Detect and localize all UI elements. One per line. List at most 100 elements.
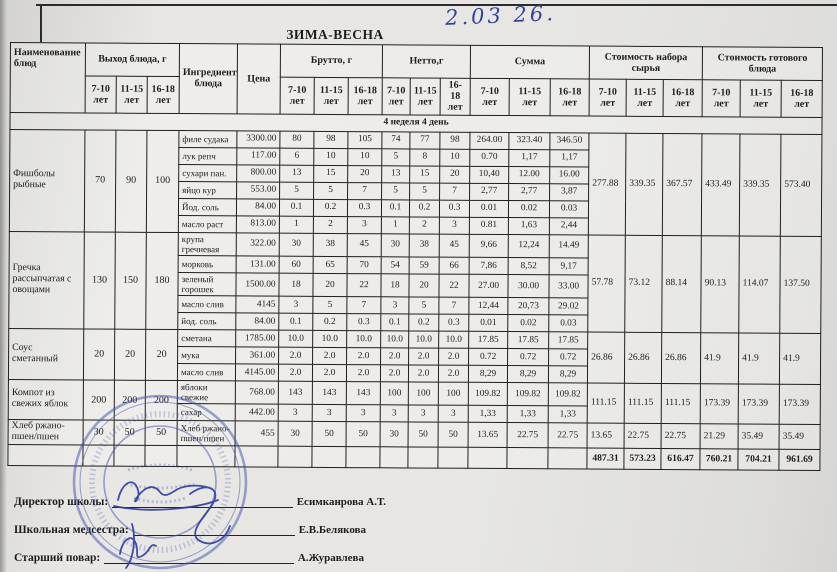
brutto-cell: 2.0 bbox=[278, 347, 313, 365]
ingredient-name-cell: лук репч bbox=[178, 147, 237, 165]
col-header-age-group: 16-18 лет bbox=[663, 79, 703, 117]
brutto-cell: 2.0 bbox=[346, 347, 381, 365]
netto-cell: 2.0 bbox=[380, 347, 409, 365]
yield-cell: 100 bbox=[146, 129, 179, 233]
empty-cell bbox=[407, 446, 439, 469]
yield-cell: 200 bbox=[83, 379, 115, 421]
sum-cell: 109.82 bbox=[548, 382, 588, 407]
netto-cell: 30 bbox=[381, 233, 410, 257]
brutto-cell: 5 bbox=[279, 181, 314, 199]
empty-cell bbox=[547, 447, 588, 470]
ready-cost-cell: 137.50 bbox=[779, 235, 822, 334]
sum-cell: 29.02 bbox=[548, 297, 589, 315]
raw-cost-cell: 26.86 bbox=[624, 332, 662, 384]
col-header-raw-cost: Стоимость набора сырья bbox=[589, 46, 703, 80]
netto-cell: 13 bbox=[381, 165, 410, 183]
brutto-cell: 3 bbox=[346, 404, 381, 422]
ready-cost-cell: 41.9 bbox=[779, 333, 821, 385]
netto-cell: 0.2 bbox=[409, 199, 440, 217]
netto-cell: 0.2 bbox=[408, 313, 439, 331]
brutto-cell: 10.0 bbox=[346, 330, 381, 348]
brutto-cell: 70 bbox=[347, 256, 382, 274]
netto-cell: 7 bbox=[439, 182, 470, 200]
corner-vertical-line bbox=[40, 4, 42, 42]
sum-cell: 27.00 bbox=[469, 274, 509, 298]
netto-cell: 5 bbox=[381, 182, 410, 200]
yield-cell: 20 bbox=[83, 328, 115, 381]
ready-cost-cell: 21.29 bbox=[700, 423, 739, 449]
sum-cell: 8,29 bbox=[468, 365, 508, 383]
dish-name-cell: Фишболы рыбные bbox=[9, 129, 85, 232]
sum-cell: 0.81 bbox=[469, 216, 509, 235]
ready-cost-cell: 173.39 bbox=[738, 383, 780, 425]
col-header-age-group: 11-15 лет bbox=[314, 77, 349, 115]
netto-cell: 0.1 bbox=[380, 313, 409, 331]
brutto-cell: 1 bbox=[279, 215, 314, 233]
sum-cell: 346.50 bbox=[549, 132, 590, 150]
raw-cost-cell: 13.65 bbox=[587, 423, 625, 449]
yield-cell: 90 bbox=[115, 129, 147, 232]
empty-cell bbox=[311, 446, 347, 468]
handwritten-date: 2.03 26. bbox=[444, 1, 557, 30]
netto-cell: 10 bbox=[439, 148, 470, 166]
photo-edge-shadow bbox=[0, 0, 7, 572]
netto-cell: 2.0 bbox=[438, 347, 469, 366]
netto-cell: 2 bbox=[409, 216, 440, 234]
sum-cell: 323.40 bbox=[508, 132, 551, 150]
sum-cell: 2,44 bbox=[549, 217, 589, 235]
col-header-age-group: 11-15 лет bbox=[740, 79, 782, 117]
netto-cell: 3 bbox=[380, 296, 409, 314]
brutto-cell: 143 bbox=[278, 381, 313, 405]
brutto-cell: 6 bbox=[279, 147, 314, 165]
ingredient-name-cell: морковь bbox=[178, 255, 237, 273]
brutto-cell: 0.1 bbox=[278, 313, 313, 331]
ready-cost-cell: 41.9 bbox=[738, 332, 780, 385]
sum-cell: 0.72 bbox=[468, 348, 508, 366]
netto-cell: 2.0 bbox=[438, 364, 469, 383]
menu-cost-table: Наименование блюд Выход блюда, г Ингредиен… bbox=[7, 42, 824, 471]
brutto-cell: 5 bbox=[313, 181, 348, 200]
sum-cell: 0.03 bbox=[548, 314, 588, 332]
raw-cost-cell: 111.15 bbox=[624, 383, 662, 424]
sum-cell: 12,24 bbox=[508, 234, 550, 258]
sum-cell: 2,77 bbox=[508, 183, 550, 201]
brutto-cell: 50 bbox=[312, 421, 347, 447]
raw-cost-cell: 22.75 bbox=[624, 423, 662, 449]
netto-cell: 8 bbox=[409, 148, 440, 166]
brutto-cell: 5 bbox=[312, 296, 347, 314]
netto-cell: 1 bbox=[381, 216, 410, 234]
sum-cell: 3,87 bbox=[549, 183, 589, 201]
netto-cell: 2.0 bbox=[380, 364, 409, 382]
brutto-cell: 10.0 bbox=[278, 330, 313, 348]
ingredient-name-cell: масло раст bbox=[178, 215, 237, 233]
col-header-age-group: 11-15 лет bbox=[626, 79, 664, 117]
total-raw-cost-cell: 616.47 bbox=[660, 448, 701, 470]
brutto-cell: 143 bbox=[312, 381, 347, 405]
sum-cell: 9,66 bbox=[469, 233, 509, 258]
col-header-age-group: 11-15 лет bbox=[116, 76, 148, 113]
netto-cell: 50 bbox=[438, 422, 469, 448]
sum-cell: 22.75 bbox=[507, 422, 549, 448]
signature-row-nurse: Школьная медсестра: Е.В.Белякова bbox=[14, 522, 366, 536]
ingredient-name-cell: яблоки свежие bbox=[177, 380, 236, 404]
sum-cell: 9,17 bbox=[549, 257, 589, 275]
empty-cell bbox=[176, 445, 236, 467]
sum-cell: 17.85 bbox=[468, 331, 508, 349]
col-header-age-group: 16-18 лет bbox=[781, 80, 823, 118]
ingredient-name-cell: крупа гречневая bbox=[178, 232, 237, 256]
netto-cell: 54 bbox=[381, 256, 410, 274]
ingredient-name-cell: сахар bbox=[177, 403, 236, 421]
sum-cell: 0.70 bbox=[469, 148, 509, 167]
col-header-age-group: 16-18 лет bbox=[147, 76, 180, 114]
col-header-age-group: 7-10 лет bbox=[382, 77, 411, 115]
brutto-cell: 18 bbox=[278, 272, 314, 297]
ingredient-name-cell: яйцо кур bbox=[178, 181, 237, 199]
ingredient-name-cell: Йод. соль bbox=[178, 198, 237, 216]
price-cell: 84.00 bbox=[236, 198, 280, 216]
raw-cost-cell: 367.57 bbox=[662, 133, 703, 236]
netto-cell: 10.0 bbox=[438, 330, 469, 349]
sum-cell: 17.85 bbox=[507, 331, 549, 349]
brutto-cell: 50 bbox=[346, 421, 381, 447]
signature-row-director: Директор школы: Есимканрова А.Т. bbox=[14, 494, 386, 508]
netto-cell: 10.0 bbox=[408, 330, 439, 348]
